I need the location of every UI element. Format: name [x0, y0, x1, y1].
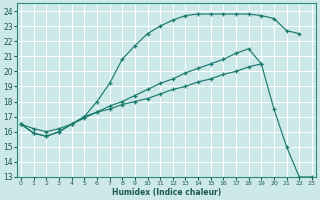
X-axis label: Humidex (Indice chaleur): Humidex (Indice chaleur): [112, 188, 221, 197]
